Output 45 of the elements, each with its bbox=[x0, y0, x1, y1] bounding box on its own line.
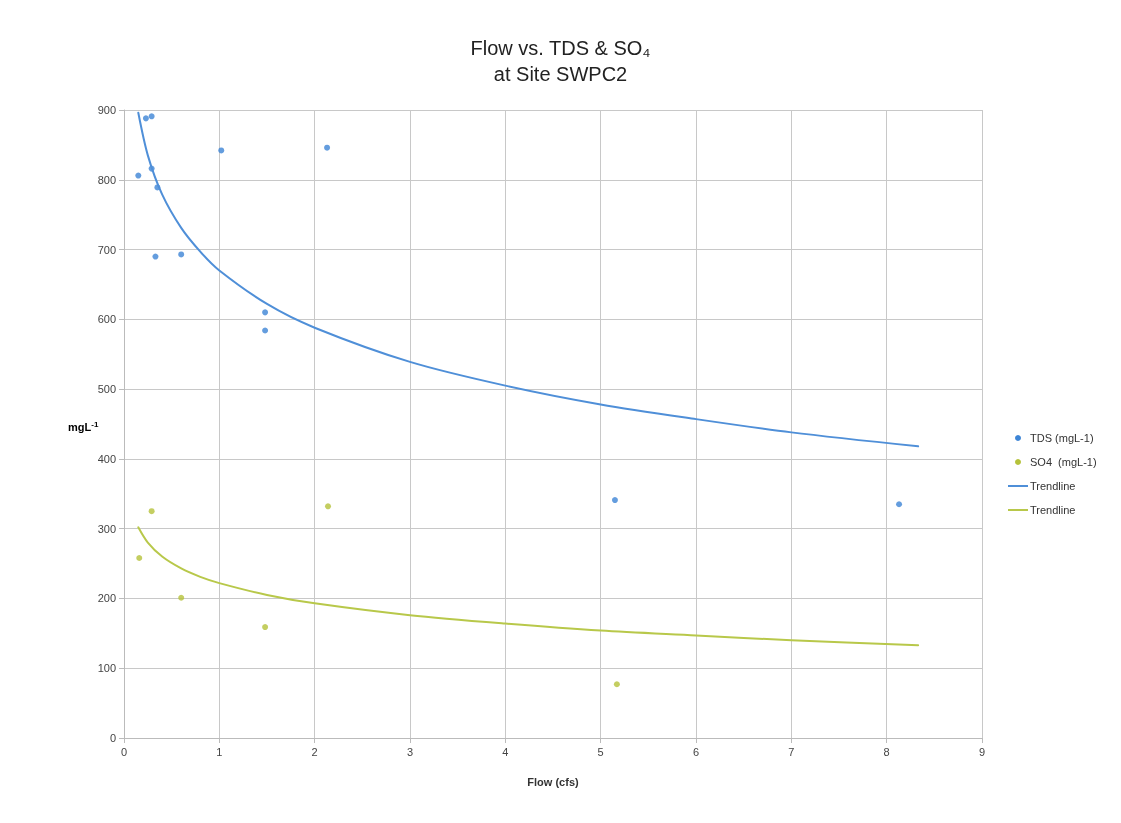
point bbox=[262, 327, 269, 334]
y-tick-label: 300 bbox=[97, 522, 116, 535]
point bbox=[135, 172, 142, 179]
y-tick-label: 500 bbox=[97, 383, 116, 396]
point bbox=[611, 497, 618, 504]
x-tick-label: 7 bbox=[788, 745, 795, 758]
legend-label: SO4 (mgL-1) bbox=[1030, 455, 1097, 468]
point bbox=[896, 501, 903, 508]
point bbox=[142, 115, 149, 122]
point bbox=[178, 251, 185, 258]
line-series bbox=[137, 526, 920, 647]
y-tick-label: 0 bbox=[109, 732, 116, 744]
legend-label: Trendline bbox=[1030, 479, 1076, 492]
y-tick-label: 100 bbox=[97, 662, 116, 675]
y-tick-label: 800 bbox=[97, 173, 116, 186]
point bbox=[613, 681, 620, 688]
x-tick-label: 3 bbox=[406, 745, 414, 758]
x-axis-title: Flow (cfs) bbox=[527, 775, 579, 788]
y-tick-label: 600 bbox=[97, 313, 116, 326]
y-tick-label: 200 bbox=[97, 592, 116, 605]
legend-label: TDS (mgL-1) bbox=[1030, 431, 1094, 444]
point bbox=[324, 144, 331, 151]
x-tick-label: 6 bbox=[692, 745, 700, 758]
x-tick-label: 1 bbox=[216, 745, 223, 758]
chart-title: Flow vs. TDS & SO₄ at Site SWPC2 bbox=[470, 37, 651, 85]
legend-label: Trendline bbox=[1030, 503, 1076, 516]
y-tick-label: 900 bbox=[97, 104, 116, 116]
point bbox=[148, 113, 155, 120]
x-tick-label: 4 bbox=[502, 745, 509, 758]
y-tick-label: 400 bbox=[97, 452, 116, 465]
point bbox=[152, 253, 159, 260]
point bbox=[148, 508, 155, 515]
x-tick-label: 5 bbox=[597, 745, 604, 758]
x-tick-label: 2 bbox=[311, 745, 318, 758]
point bbox=[136, 554, 143, 561]
point bbox=[218, 147, 225, 154]
line-series bbox=[137, 111, 920, 448]
point bbox=[178, 594, 185, 601]
x-tick-label: 9 bbox=[978, 745, 986, 758]
y-tick-label: 700 bbox=[97, 243, 116, 256]
point bbox=[325, 503, 332, 510]
x-tick-label: 0 bbox=[120, 745, 128, 758]
point bbox=[262, 309, 269, 316]
x-tick-label: 8 bbox=[883, 745, 890, 758]
point bbox=[262, 624, 269, 631]
